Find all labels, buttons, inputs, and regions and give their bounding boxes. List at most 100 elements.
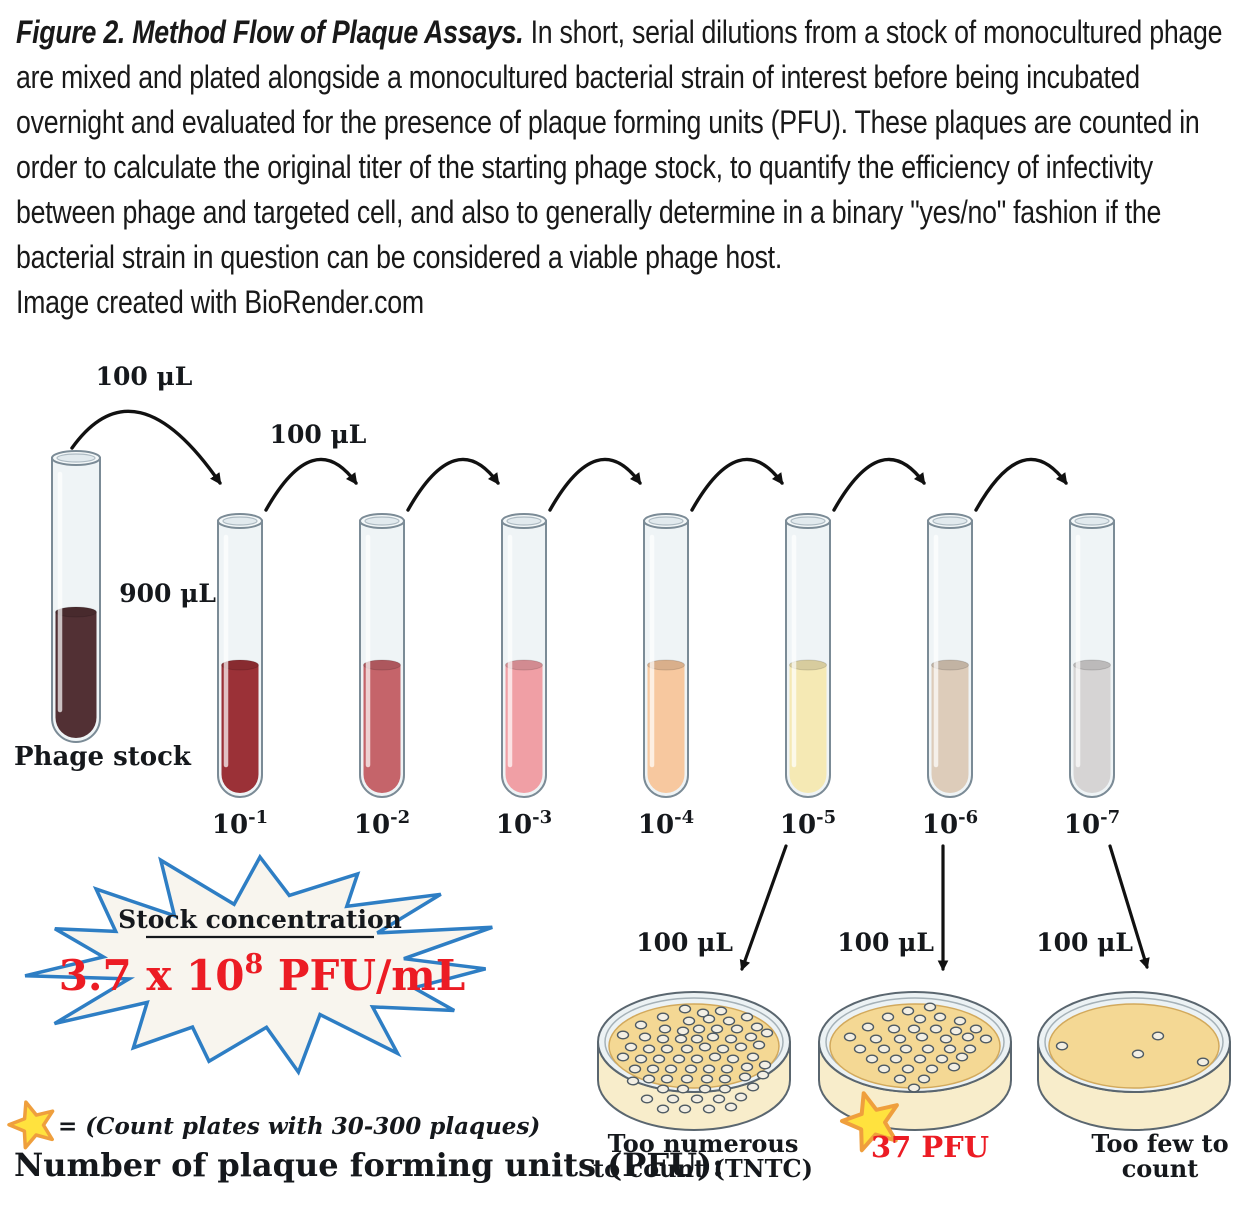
petri-dishes: [597, 991, 1231, 1153]
liquid-surface: [363, 659, 401, 671]
plaque-dot: [628, 1064, 642, 1074]
serial-dilution-tube: [501, 513, 547, 798]
plaque-dot: [656, 1084, 670, 1094]
plaque-dot: [666, 1094, 680, 1104]
petri-dish: [818, 991, 1012, 1153]
plaque-dot: [734, 1092, 748, 1102]
plaque-dot: [684, 1064, 698, 1074]
serial-dilution-tube: [643, 513, 689, 798]
plaque-dot: [949, 1026, 963, 1036]
tube-liquid: [1073, 665, 1111, 793]
plaque-dot: [690, 1034, 704, 1044]
plaque-dot: [678, 1004, 692, 1014]
plaque-dot: [893, 1074, 907, 1084]
stock-concentration-burst: Stock concentration 3.7 x 108 PFU/mL: [24, 853, 493, 1076]
phage-stock-tube-group: [51, 450, 101, 743]
plaque-dot: [760, 1028, 774, 1038]
plaque-dot: [1151, 1031, 1165, 1041]
plaque-dot: [730, 1024, 744, 1034]
diluent-volume-label: 900 μL: [119, 579, 216, 608]
phage-stock-tube: [51, 450, 101, 743]
plaque-dot: [706, 1032, 720, 1042]
plating-arrow-3: [1108, 844, 1150, 970]
plaque-dot: [947, 1062, 961, 1072]
plaque-dot: [624, 1042, 638, 1052]
plaque-dot: [656, 1104, 670, 1114]
transfer-volume-label-1: 100 μL: [96, 362, 193, 391]
plaque-dot: [915, 1032, 929, 1042]
plating-volume-label-2: 100 μL: [837, 928, 934, 957]
stock-concentration-value: 3.7 x 108 PFU/mL: [59, 949, 466, 1000]
plaque-dot: [634, 1054, 648, 1064]
stock-concentration-heading: Stock concentration: [118, 905, 402, 934]
plaque-dot: [676, 1026, 690, 1036]
plaque-dot: [714, 1006, 728, 1016]
plaque-dot: [660, 1044, 674, 1054]
plaque-dot: [702, 1104, 716, 1114]
starburst-shape: [24, 853, 493, 1076]
plaque-dot: [642, 1044, 656, 1054]
plaque-dot: [726, 1054, 740, 1064]
transfer-arc-6: [832, 457, 926, 512]
plaque-dot: [642, 1074, 656, 1084]
liquid-surface: [1073, 659, 1111, 671]
plaque-dot: [658, 1024, 672, 1034]
count-star-icon: [840, 1091, 899, 1153]
plaque-dot: [672, 1054, 686, 1064]
plaque-dot: [943, 1044, 957, 1054]
liquid-surface-shade: [363, 660, 401, 670]
liquid-surface-shade: [1073, 660, 1111, 670]
tube-dilution-label: 10-3: [496, 807, 552, 840]
plaque-dot: [865, 1054, 879, 1064]
plaque-dot: [955, 1052, 969, 1062]
petri-dish: [597, 991, 791, 1131]
serial-dilution-tube: [217, 513, 263, 798]
plaque-dot: [907, 1024, 921, 1034]
plaque-dot: [899, 1044, 913, 1054]
plaque-dot: [646, 1064, 660, 1074]
plaque-dot: [877, 1064, 891, 1074]
liquid-surface-shade: [647, 660, 685, 670]
tube-rim-inner: [364, 516, 400, 526]
plaque-dot: [843, 1032, 857, 1042]
plaque-dot: [746, 1052, 760, 1062]
tube-dilution-label: 10-5: [780, 807, 836, 840]
liquid-surface-shade: [55, 607, 97, 617]
plaque-dot: [716, 1044, 730, 1054]
caption-credit: Image created with BioRender.com: [16, 284, 424, 320]
plaque-dot: [722, 1016, 736, 1026]
plaque-dot: [893, 1034, 907, 1044]
plaque-dot: [700, 1074, 714, 1084]
serial-transfer-arcs: [70, 409, 1068, 512]
plaque-dot: [698, 1084, 712, 1094]
plaque-dot: [698, 1042, 712, 1052]
plaque-dot: [692, 1024, 706, 1034]
plaque-dot: [921, 1044, 935, 1054]
plaque-dot: [939, 1034, 953, 1044]
plaque-dot: [746, 1082, 760, 1092]
serial-dilution-tube: [1069, 513, 1115, 798]
plaque-dot: [696, 1008, 710, 1018]
liquid-surface-shade: [931, 660, 969, 670]
plaque-dot: [680, 1044, 694, 1054]
plaque-dot: [756, 1070, 770, 1080]
plaque-dot: [1196, 1057, 1210, 1067]
plaque-dot: [616, 1052, 630, 1062]
plate-result-toofew-line2: count: [1122, 1154, 1199, 1183]
plaque-dot: [640, 1094, 654, 1104]
plaque-dot: [961, 1032, 975, 1042]
liquid-surface: [789, 659, 827, 671]
plaque-dot: [718, 1074, 732, 1084]
plaque-dot: [923, 1002, 937, 1012]
plaque-dot: [724, 1034, 738, 1044]
plaque-dot: [861, 1022, 875, 1032]
star-legend: = (Count plates with 30-300 plaques): [7, 1100, 540, 1150]
caption-body: In short, serial dilutions from a stock …: [16, 14, 1223, 275]
plaque-dot: [913, 1054, 927, 1064]
plaque-dot: [979, 1034, 993, 1044]
plaque-dot: [887, 1024, 901, 1034]
plaque-dot: [708, 1052, 722, 1062]
plaque-dot: [674, 1034, 688, 1044]
tube-liquid: [505, 665, 543, 793]
